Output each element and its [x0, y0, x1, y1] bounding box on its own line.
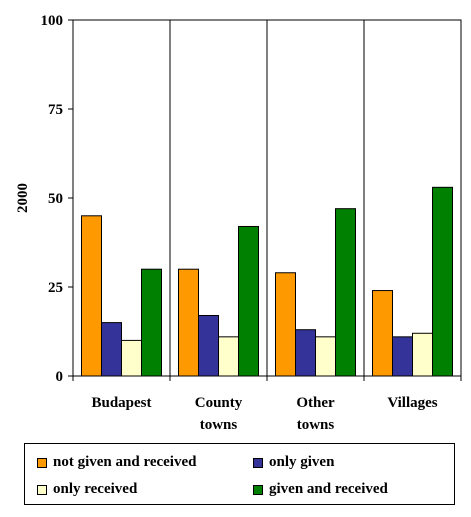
x-tick-label: County — [195, 395, 243, 411]
y-tick-label: 100 — [41, 13, 64, 29]
bar — [198, 314, 219, 377]
plot-area: 0 25 50 75 100 Budapest County towns Other towns V… — [41, 13, 462, 433]
legend-item-only-received: only received — [37, 481, 137, 498]
legend-item-only-given: only given — [253, 454, 334, 471]
bar — [392, 336, 413, 377]
legend-label: not given and received — [53, 454, 197, 470]
bar — [295, 329, 316, 377]
legend-swatch — [253, 457, 263, 468]
bar — [315, 336, 336, 377]
x-tick-label: Other — [296, 395, 335, 411]
x-tick-label: Budapest — [91, 395, 151, 411]
bar — [81, 215, 102, 377]
legend-item-not-given-and-received: not given and received — [37, 454, 196, 471]
x-tick-label: towns — [200, 417, 238, 433]
x-tick-label: towns — [297, 417, 335, 433]
legend-swatch — [37, 457, 47, 468]
y-tick-label: 50 — [48, 191, 63, 207]
bar — [372, 290, 393, 377]
legend-swatch — [37, 484, 47, 495]
legend-label: only given — [269, 454, 335, 470]
legend-item-given-and-received: given and received — [253, 481, 388, 498]
bar — [101, 322, 122, 377]
legend-swatch — [253, 484, 263, 495]
bar — [178, 268, 199, 377]
bar — [432, 186, 453, 377]
bar — [238, 225, 259, 377]
bar — [335, 208, 356, 377]
bar — [275, 272, 296, 377]
y-tick-label: 75 — [48, 102, 63, 118]
bar — [141, 268, 162, 377]
legend-label: given and received — [269, 481, 388, 497]
chart-legend: not given and received only given only r… — [24, 443, 455, 505]
y-tick-label: 0 — [56, 369, 64, 385]
bar — [412, 332, 433, 377]
y-axis-label: 2000 — [15, 183, 31, 213]
y-tick-label: 25 — [48, 280, 63, 296]
bar — [218, 336, 239, 377]
x-tick-label: Villages — [387, 395, 437, 411]
bar — [121, 339, 142, 377]
legend-label: only received — [53, 481, 138, 497]
